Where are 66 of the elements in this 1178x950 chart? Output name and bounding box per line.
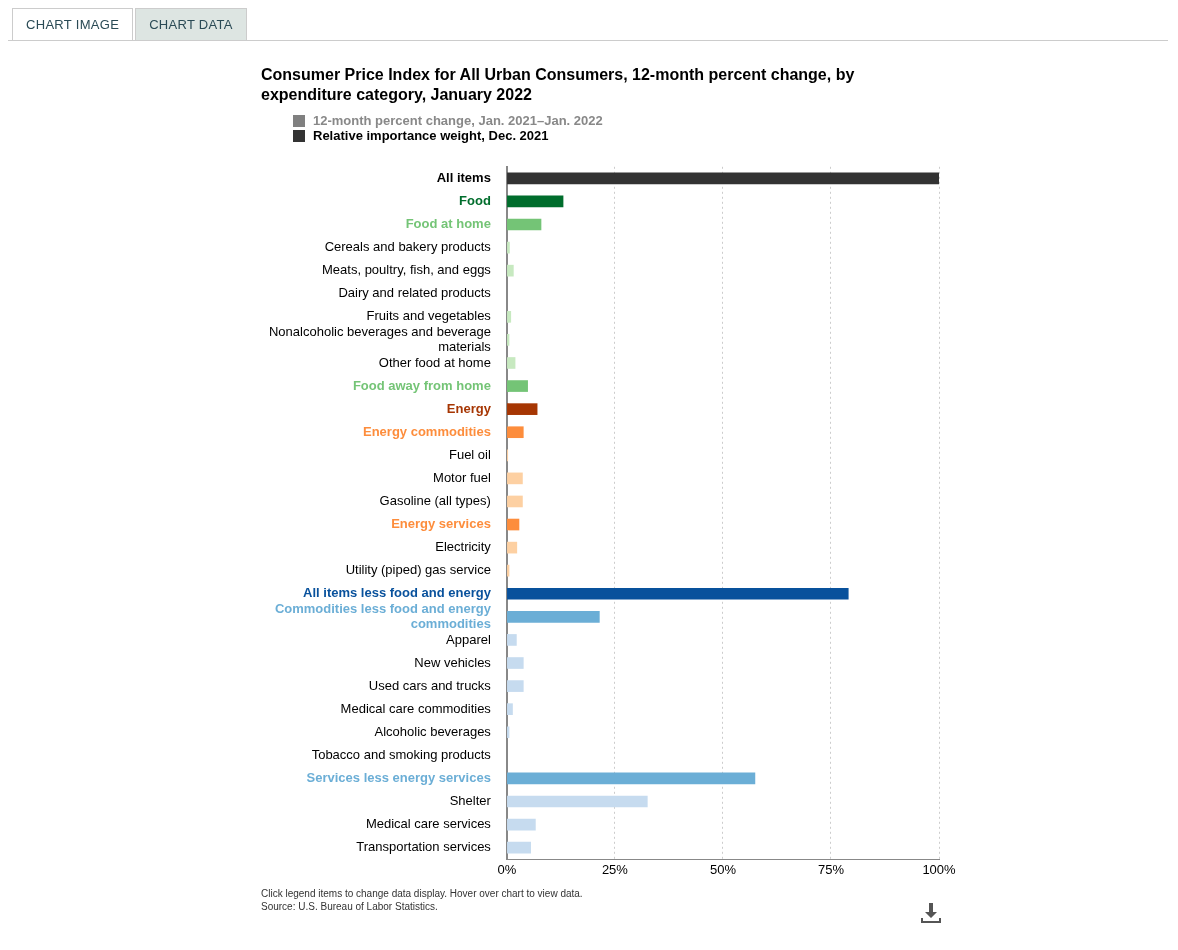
y-tick-label: Food away from home xyxy=(352,377,491,393)
x-tick-label: 0% xyxy=(497,861,517,877)
bar xyxy=(507,172,939,185)
y-tick-label: Fruits and vegetables xyxy=(366,308,492,324)
y-tick-label: All items xyxy=(436,169,491,185)
bar xyxy=(507,472,523,485)
y-tick-label: Cereals and bakery products xyxy=(324,239,492,255)
bar xyxy=(507,587,849,600)
bar xyxy=(507,634,517,646)
y-tick-label: Medical care commodities xyxy=(340,700,492,716)
y-tick-label: Services less energy services xyxy=(306,770,491,785)
y-tick-label: Transportation services xyxy=(356,839,492,855)
bar xyxy=(507,357,516,369)
y-tick-label: Shelter xyxy=(449,793,492,809)
bar xyxy=(507,310,512,323)
bar xyxy=(507,195,564,208)
bar xyxy=(507,403,538,415)
x-tick-label: 75% xyxy=(817,861,845,877)
bar xyxy=(507,541,518,554)
bar xyxy=(507,772,756,785)
bar xyxy=(507,241,510,254)
y-tick-label: All items less food and energy xyxy=(303,585,492,601)
bar xyxy=(507,611,600,623)
y-tick-label: Used cars and trucks xyxy=(368,677,492,693)
y-tick-label: Electricity xyxy=(435,539,492,555)
bar xyxy=(507,518,520,531)
y-tick-label: New vehicles xyxy=(414,654,492,670)
bar xyxy=(507,426,524,439)
y-tick-label: Apparel xyxy=(446,631,491,647)
y-tick-label: Nonalcoholic beverages and beverage materials xyxy=(268,323,492,355)
y-tick-label: Medical care services xyxy=(365,816,492,832)
bar xyxy=(507,795,648,808)
bar xyxy=(507,657,524,669)
y-tick-label: Food at home xyxy=(405,216,491,232)
y-tick-label: Other food at home xyxy=(378,354,491,370)
y-tick-label: Energy xyxy=(446,400,492,416)
bar xyxy=(507,380,528,392)
bar xyxy=(507,680,524,692)
y-tick-label: Dairy and related products xyxy=(338,285,492,301)
legend-label: Relative importance weight, Dec. 2021 xyxy=(313,128,549,143)
x-tick-label: 25% xyxy=(601,861,629,877)
y-tick-label: Alcoholic beverages xyxy=(374,723,492,739)
y-tick-label: Meats, poultry, fish, and eggs xyxy=(322,262,492,278)
bar xyxy=(507,264,514,277)
bar xyxy=(507,218,542,231)
chart-title: Consumer Price Index for All Urban Consumers, 12-month percent change, by expenditure category, January 2022 xyxy=(261,65,856,105)
x-tick-label: 50% xyxy=(709,861,737,877)
y-tick-label: Energy commodities xyxy=(363,423,491,439)
y-tick-label: Utility (piped) gas service xyxy=(345,562,491,578)
legend-label: 12-month percent change, Jan. 2021–Jan. 2022 xyxy=(313,113,603,128)
y-tick-label: Commodities less food and energy commodities xyxy=(274,600,492,632)
bar xyxy=(507,703,513,716)
y-tick-label: Gasoline (all types) xyxy=(379,493,491,509)
text: Click legend items to change data display. Hover over chart to view data. xyxy=(261,887,584,900)
text: CHART IMAGE xyxy=(12,8,134,40)
bar xyxy=(507,818,536,831)
y-tick-label: Food xyxy=(459,193,491,208)
y-tick-label: Fuel oil xyxy=(448,446,491,462)
x-tick-label: 100% xyxy=(922,861,957,877)
y-tick-label: Energy services xyxy=(391,516,491,532)
y-tick-label: Tobacco and smoking products xyxy=(311,746,492,762)
y-tick-label: Motor fuel xyxy=(433,469,491,485)
source-note: Source: U.S. Bureau of Labor Statistics. xyxy=(261,900,439,913)
bar xyxy=(507,495,523,508)
bar xyxy=(507,841,531,854)
text: CHART DATA xyxy=(135,8,247,40)
